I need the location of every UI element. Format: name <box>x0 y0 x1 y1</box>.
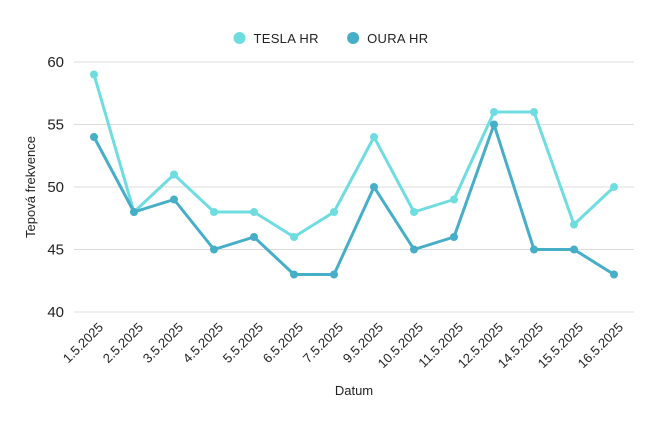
legend-marker <box>347 32 360 44</box>
series-lines <box>90 70 618 279</box>
data-point <box>250 233 258 241</box>
gridlines <box>74 61 634 313</box>
data-point <box>210 245 218 254</box>
data-point <box>610 270 618 279</box>
data-point <box>530 108 538 116</box>
legend-label: TESLA HR <box>254 31 319 46</box>
data-point <box>290 270 298 279</box>
legend-label: OURA HR <box>367 31 428 46</box>
series-2 <box>90 120 618 279</box>
data-point <box>410 208 418 216</box>
data-point <box>330 208 338 216</box>
x-tick-label: 3.5.2025 <box>140 320 186 366</box>
data-point <box>490 120 498 129</box>
legend-item-2: OURA HR <box>347 31 428 46</box>
data-point <box>90 70 98 79</box>
x-tick-label: 6.5.2025 <box>260 320 306 366</box>
series-line <box>92 73 616 239</box>
data-point <box>170 170 178 179</box>
series-1 <box>90 70 618 241</box>
data-point <box>130 208 138 216</box>
data-point <box>570 220 578 229</box>
y-tick-label: 45 <box>47 242 64 259</box>
x-axis-title: Datum <box>335 383 373 398</box>
y-tick-label: 40 <box>47 304 64 321</box>
legend-marker <box>233 32 246 44</box>
data-point <box>330 270 338 279</box>
data-point <box>610 183 618 191</box>
x-tick-label: 1.5.2025 <box>60 320 106 366</box>
x-tick-label: 7.5.2025 <box>300 320 346 366</box>
x-axis-ticks: 1.5.20252.5.20253.5.20254.5.20255.5.2025… <box>60 320 626 372</box>
y-tick-label: 55 <box>47 117 64 134</box>
x-tick-label: 2.5.2025 <box>100 320 146 366</box>
x-tick-label: 5.5.2025 <box>220 320 266 366</box>
data-point <box>490 108 498 116</box>
data-point <box>170 195 178 204</box>
data-point <box>530 245 538 254</box>
data-point <box>570 245 578 254</box>
data-point <box>450 233 458 241</box>
data-point <box>450 195 458 204</box>
y-axis-ticks: 40 45 50 55 60 <box>47 54 64 321</box>
series-line <box>92 123 616 276</box>
x-tick-label: 4.5.2025 <box>180 320 226 366</box>
data-point <box>210 208 218 216</box>
legend: TESLA HR OURA HR <box>233 31 428 46</box>
y-tick-label: 50 <box>47 179 64 196</box>
data-point <box>90 133 98 141</box>
data-point <box>370 183 378 191</box>
y-tick-label: 60 <box>47 54 64 71</box>
data-point <box>410 245 418 254</box>
data-point <box>250 208 258 216</box>
data-point <box>370 133 378 141</box>
legend-item-1: TESLA HR <box>233 31 319 46</box>
data-point <box>290 233 298 241</box>
y-axis-title: Tepová frekvence <box>23 136 38 238</box>
